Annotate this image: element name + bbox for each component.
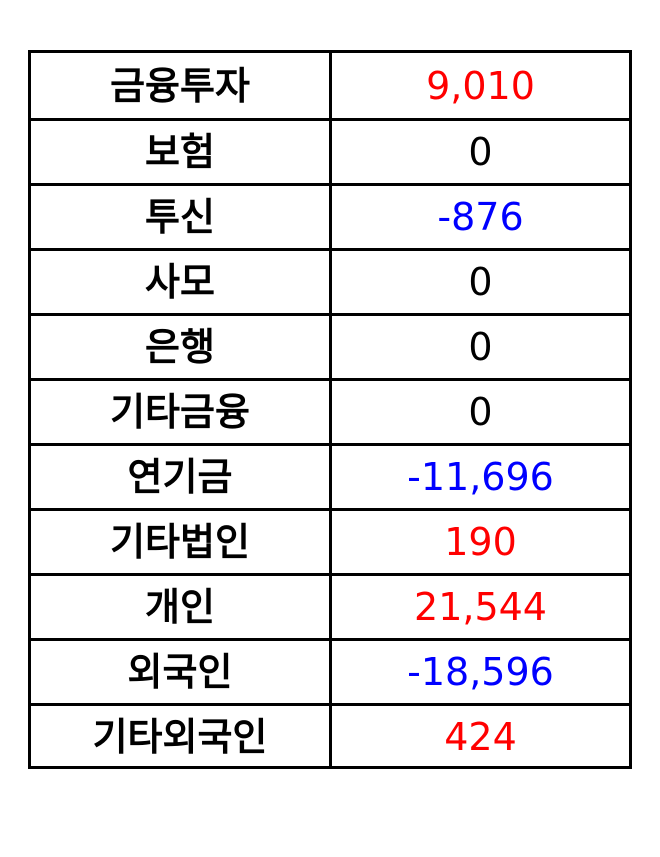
net-amount-value: -11,696	[407, 455, 554, 499]
table-row: 기타외국인 424	[31, 703, 629, 768]
investor-type-label: 기타법인	[31, 511, 332, 573]
table-row: 금융투자 9,010	[31, 53, 629, 118]
net-amount-value: 424	[444, 715, 517, 759]
table-row: 은행 0	[31, 313, 629, 378]
net-amount-value: 0	[468, 130, 493, 174]
investor-type-label: 기타외국인	[31, 706, 332, 768]
net-amount-value: 0	[468, 325, 493, 369]
net-amount-value: -876	[437, 195, 524, 239]
investor-type-label: 사모	[31, 251, 332, 313]
investor-net-trading-table: 금융투자 9,010 보험 0 투신 -876 사모 0 은행 0 기타금융 0…	[28, 50, 632, 769]
investor-type-label: 투신	[31, 186, 332, 248]
table-row: 보험 0	[31, 118, 629, 183]
net-amount-value: 0	[468, 390, 493, 434]
net-amount-value: -18,596	[407, 650, 554, 694]
table-row: 기타금융 0	[31, 378, 629, 443]
investor-type-label: 외국인	[31, 641, 332, 703]
investor-type-label: 은행	[31, 316, 332, 378]
net-amount-value: 9,010	[426, 63, 535, 108]
investor-type-label: 금융투자	[31, 53, 332, 118]
table-row: 외국인 -18,596	[31, 638, 629, 703]
table-row: 투신 -876	[31, 183, 629, 248]
net-amount-value: 21,544	[414, 585, 547, 629]
investor-type-label: 기타금융	[31, 381, 332, 443]
table-row: 사모 0	[31, 248, 629, 313]
net-amount-value: 0	[468, 260, 493, 304]
investor-type-label: 보험	[31, 121, 332, 183]
table-row: 연기금 -11,696	[31, 443, 629, 508]
investor-type-label: 연기금	[31, 446, 332, 508]
table-row: 개인 21,544	[31, 573, 629, 638]
investor-type-label: 개인	[31, 576, 332, 638]
net-amount-value: 190	[444, 520, 517, 564]
table-row: 기타법인 190	[31, 508, 629, 573]
